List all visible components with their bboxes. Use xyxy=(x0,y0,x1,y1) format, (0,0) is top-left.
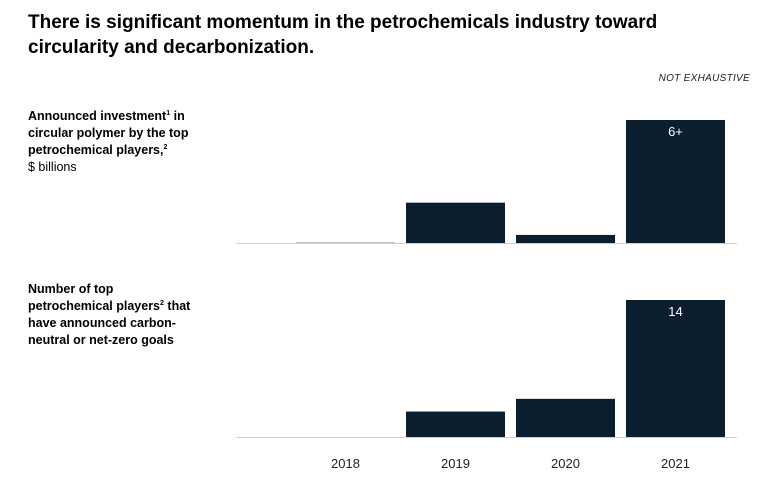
data-label-goals-2021: 14 xyxy=(668,304,682,319)
goals-label-line-2b: that xyxy=(167,299,191,313)
x-tick-label-2019: 2019 xyxy=(441,456,470,471)
goals-label-line-1: Number of top xyxy=(28,282,114,296)
bar-goals-2021 xyxy=(626,300,725,437)
bar-investment-2019 xyxy=(406,202,505,243)
not-exhaustive-note: NOT EXHAUSTIVE xyxy=(658,73,750,84)
goals-label-line-2: petrochemical players xyxy=(28,299,161,313)
bar-goals-2019 xyxy=(406,411,505,437)
investment-label-line-3: petrochemical players, xyxy=(28,143,164,157)
data-label-investment-2021: 6+ xyxy=(668,124,683,139)
x-tick-label-2020: 2020 xyxy=(551,456,580,471)
footnote-2-marker: 2 xyxy=(163,143,168,151)
investment-panel-label: Announced investment1 in circular polyme… xyxy=(28,108,228,176)
x-tick-label-2018: 2018 xyxy=(331,456,360,471)
footnote-1-marker: 1 xyxy=(166,109,171,117)
investment-label-line-1: Announced investment xyxy=(28,109,167,123)
chart-title: There is significant momentum in the pet… xyxy=(28,12,658,58)
bar-investment-2018 xyxy=(296,241,395,243)
bar-investment-2021 xyxy=(626,120,725,243)
x-tick-label-2021: 2021 xyxy=(661,456,690,471)
bar-goals-2020 xyxy=(516,398,615,437)
investment-label-line-1b: in xyxy=(173,109,185,123)
investment-label-line-2: circular polymer by the top xyxy=(28,126,189,140)
goals-label-line-3: have announced carbon- xyxy=(28,316,176,330)
goals-label-line-4: neutral or net-zero goals xyxy=(28,333,174,347)
footnote-2-marker-goals: 2 xyxy=(160,299,164,307)
goals-panel-label: Number of top petrochemical players2 tha… xyxy=(28,281,228,349)
bar-investment-2020 xyxy=(516,234,615,243)
investment-unit-label: $ billions xyxy=(28,160,77,174)
